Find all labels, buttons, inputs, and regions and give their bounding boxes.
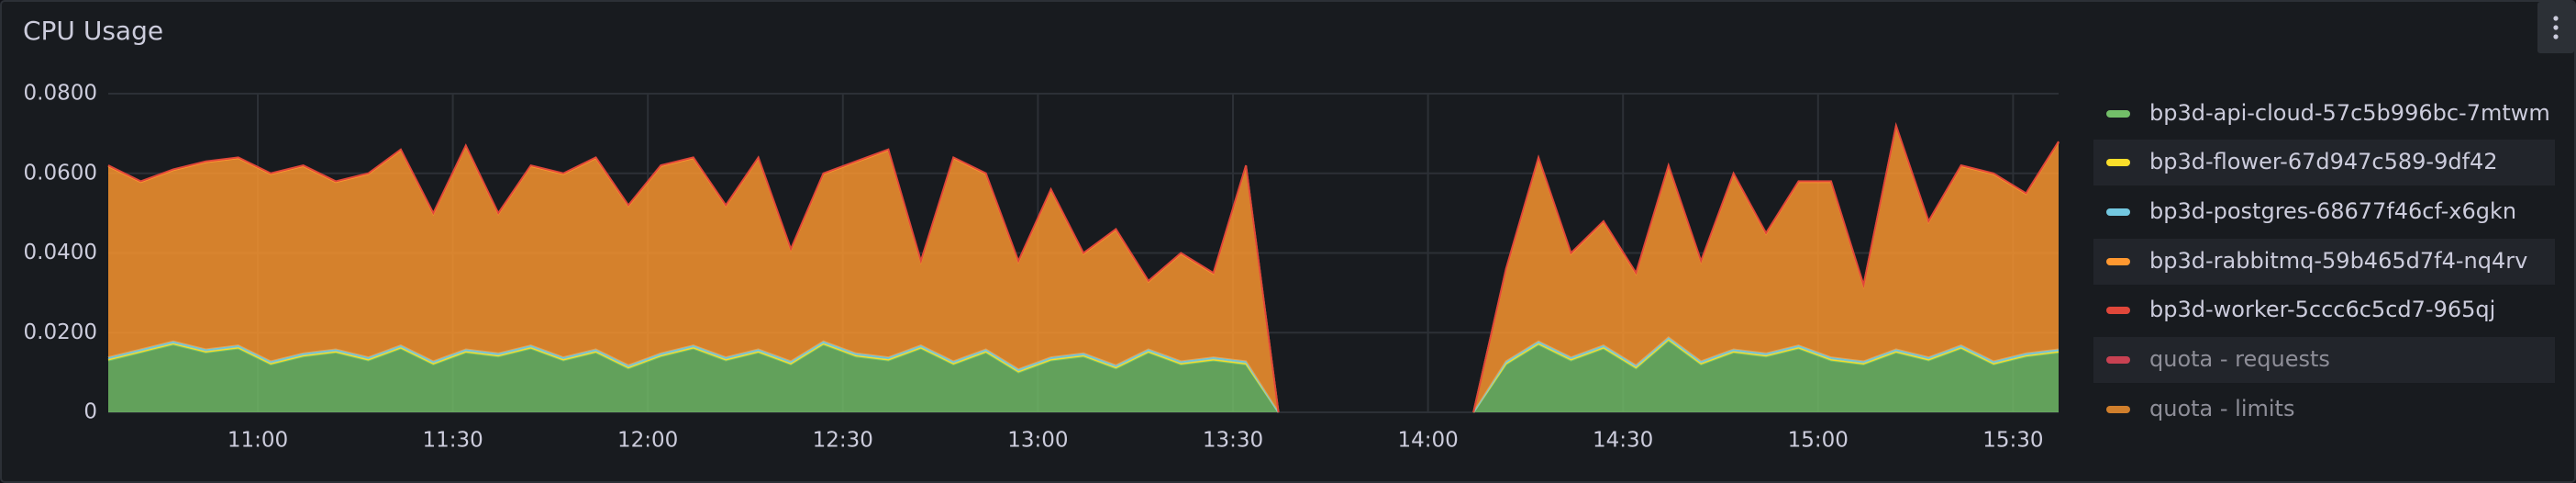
x-tick-label: 13:30 (1203, 429, 1263, 453)
legend-label[interactable]: bp3d-rabbitmq-59b465d7f4-nq4rv (2149, 248, 2527, 274)
y-tick-label: 0.0200 (24, 320, 97, 344)
legend-swatch (2106, 208, 2130, 216)
x-tick-label: 12:00 (617, 429, 678, 453)
y-tick-label: 0.0600 (24, 161, 97, 185)
legend-swatch (2106, 258, 2130, 265)
legend-item[interactable]: quota - limits (2106, 396, 2294, 421)
menu-dot (2553, 34, 2559, 39)
legend-swatch (2106, 159, 2130, 166)
y-tick-label: 0.0400 (24, 241, 97, 264)
legend-row-bg (2093, 239, 2555, 285)
legend-label[interactable]: bp3d-worker-5ccc6c5cd7-965qj (2149, 297, 2495, 322)
x-tick-label: 11:30 (422, 429, 483, 453)
series-area (108, 340, 2059, 412)
legend-label[interactable]: quota - limits (2149, 396, 2294, 421)
legend-swatch (2106, 356, 2130, 364)
x-tick-label: 13:00 (1007, 429, 1068, 453)
legend-item[interactable]: bp3d-rabbitmq-59b465d7f4-nq4rv (2093, 239, 2555, 285)
legend-item[interactable]: bp3d-api-cloud-57c5b996bc-7mtwm (2106, 100, 2550, 126)
x-tick-label: 14:30 (1593, 429, 1653, 453)
legend-swatch (2106, 406, 2130, 413)
series-line (107, 121, 2060, 413)
menu-dot (2553, 25, 2559, 30)
x-tick-label: 15:30 (1982, 429, 2043, 453)
legend-label[interactable]: bp3d-api-cloud-57c5b996bc-7mtwm (2149, 100, 2550, 126)
series-area (108, 126, 2059, 412)
x-tick-label: 11:00 (228, 429, 288, 453)
legend-swatch (2106, 110, 2130, 118)
x-tick-label: 14:00 (1397, 429, 1458, 453)
legend-item[interactable]: quota - requests (2093, 337, 2555, 383)
legend-swatch (2106, 307, 2130, 314)
menu-button[interactable] (2537, 2, 2574, 53)
x-tick-label: 15:00 (1788, 429, 1849, 453)
panel-title: CPU Usage (23, 16, 163, 46)
legend-label[interactable]: bp3d-postgres-68677f46cf-x6gkn (2149, 198, 2516, 224)
legend-item[interactable]: bp3d-worker-5ccc6c5cd7-965qj (2106, 297, 2495, 322)
x-tick-label: 12:30 (813, 429, 873, 453)
legend-label[interactable]: quota - requests (2149, 346, 2330, 372)
legend-item[interactable]: bp3d-postgres-68677f46cf-x6gkn (2106, 198, 2516, 224)
menu-dot (2553, 16, 2559, 21)
y-tick-label: 0 (83, 400, 97, 424)
y-tick-label: 0.0800 (24, 82, 97, 106)
legend-label[interactable]: bp3d-flower-67d947c589-9df42 (2149, 149, 2498, 174)
legend-item[interactable]: bp3d-flower-67d947c589-9df42 (2093, 140, 2555, 185)
legend-row-bg (2093, 337, 2555, 383)
legend-row-bg (2093, 140, 2555, 185)
